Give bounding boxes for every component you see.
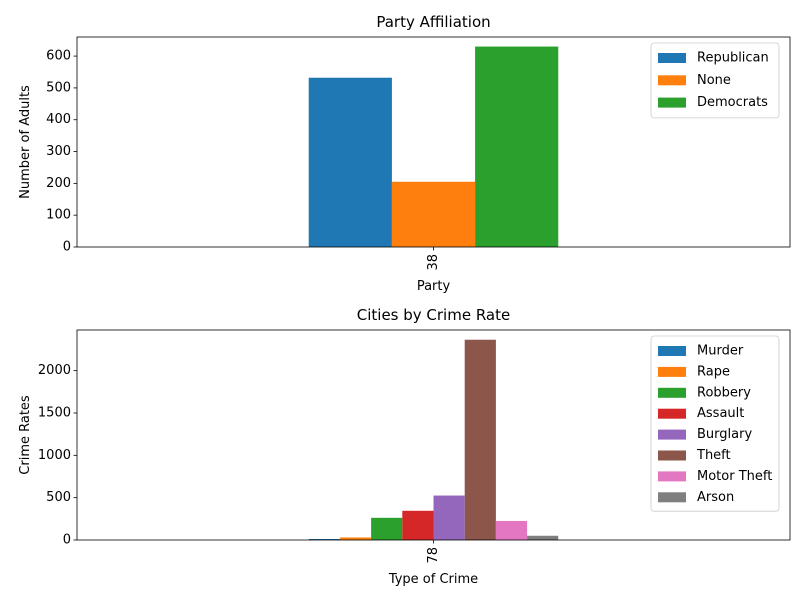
legend-label: Burglary: [697, 427, 752, 442]
bar-murder: [308, 538, 340, 540]
y-tick-label: 0: [63, 240, 71, 255]
legend-swatch: [658, 429, 686, 440]
bar-republican: [308, 77, 392, 248]
bar-theft: [464, 339, 496, 540]
legend-label: Motor Theft: [697, 469, 772, 484]
legend-swatch: [658, 450, 686, 461]
y-tick-label: 0: [63, 533, 71, 548]
legend-label: Republican: [697, 51, 769, 66]
y-tick-label: 600: [46, 49, 71, 64]
legend-label: Arson: [697, 490, 734, 505]
legend-label: Robbery: [697, 385, 751, 400]
legend-label: Rape: [697, 364, 730, 379]
x-axis-label: Party: [417, 279, 451, 294]
bar-democrats: [475, 46, 559, 247]
legend-label: Murder: [697, 344, 744, 359]
bar-assault: [402, 510, 434, 540]
y-tick-label: 500: [46, 80, 71, 95]
legend-swatch: [658, 471, 686, 482]
y-tick-label: 1500: [38, 405, 71, 420]
y-tick-label: 500: [46, 490, 71, 505]
x-tick-label: 38: [426, 254, 441, 271]
legend-swatch: [658, 346, 686, 356]
y-tick-label: 300: [46, 144, 71, 159]
bar-burglary: [433, 495, 465, 540]
legend-swatch: [658, 492, 686, 503]
bar-rape: [339, 537, 372, 540]
legend-swatch: [658, 75, 686, 86]
y-axis-label: Number of Adults: [18, 85, 33, 199]
bar-motor-theft: [495, 520, 528, 540]
chart-1: 0 500 1000 1500 2000 78 Cities by Crime Rate Ty…: [18, 306, 791, 587]
legend-label: None: [697, 73, 731, 88]
legend-swatch: [658, 366, 686, 377]
x-tick-label: 78: [426, 547, 441, 564]
x-axis-label: Type of Crime: [388, 572, 478, 587]
legend-swatch: [658, 97, 686, 108]
legend-swatch: [658, 53, 686, 63]
y-axis-label: Crime Rates: [18, 395, 33, 475]
bar-arson: [527, 535, 559, 540]
y-tick-label: 100: [46, 208, 71, 223]
legend-label: Assault: [697, 406, 744, 421]
chart-0: 0 100 200 300 400 500 600 38 Party Affiliation Pa…: [18, 13, 791, 294]
chart-title: Party Affiliation: [376, 13, 490, 31]
bar-robbery: [371, 517, 403, 540]
y-tick-label: 2000: [38, 363, 71, 378]
y-tick-label: 200: [46, 176, 71, 191]
bar-none: [391, 181, 476, 247]
legend-swatch: [658, 387, 686, 398]
legend-box: [650, 335, 780, 512]
y-tick-label: 400: [46, 112, 71, 127]
y-tick-label: 1000: [38, 448, 71, 463]
legend-label: Theft: [696, 448, 731, 463]
chart-title: Cities by Crime Rate: [357, 306, 510, 324]
legend-swatch: [658, 408, 686, 419]
legend-label: Democrats: [697, 95, 768, 110]
